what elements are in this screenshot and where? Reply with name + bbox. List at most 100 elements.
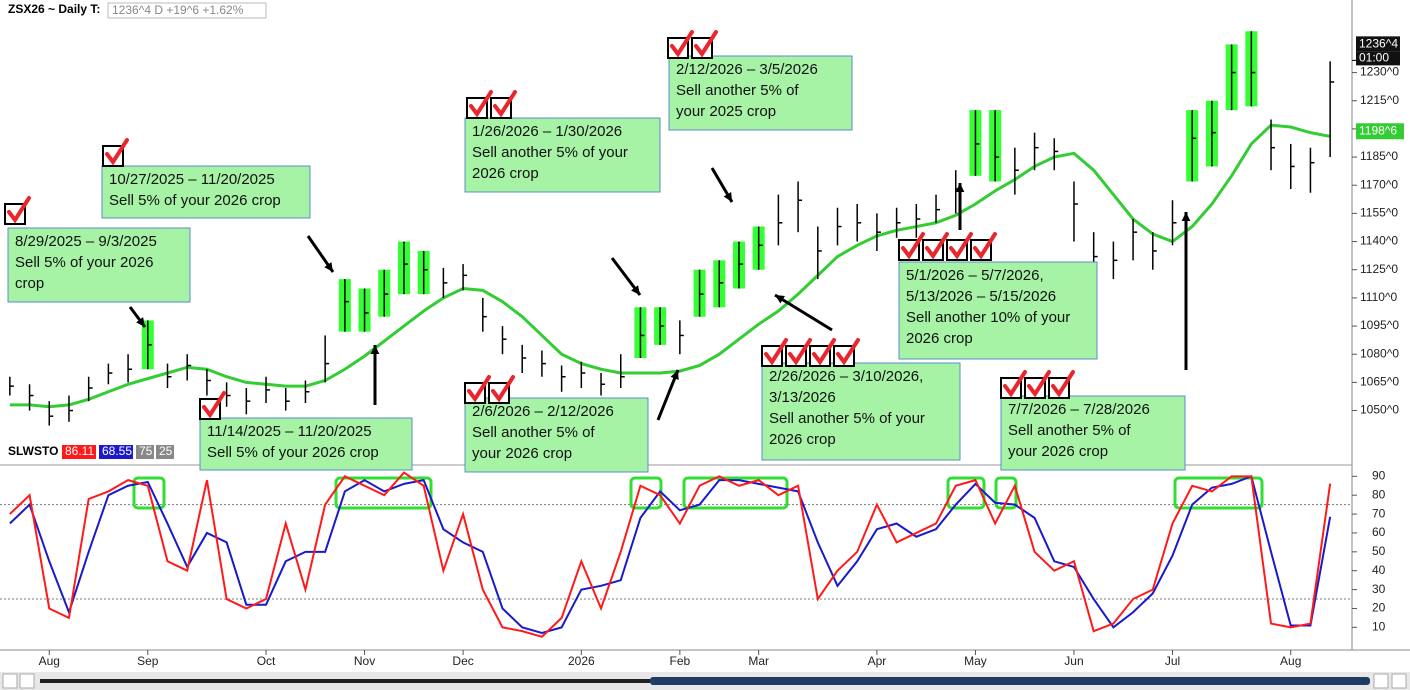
y-tick-label: 30 bbox=[1372, 582, 1386, 596]
highlight-frame bbox=[1173, 476, 1264, 510]
x-tick-label: Nov bbox=[354, 654, 375, 668]
annotation-text: 7/7/2026 – 7/28/2026 bbox=[1008, 401, 1150, 418]
x-tick-label: Mar bbox=[748, 654, 769, 668]
annotation-text: Sell 5% of your 2026 bbox=[15, 254, 153, 271]
annotation-box bbox=[898, 261, 1098, 360]
checkmark bbox=[491, 375, 515, 403]
x-tick-label: Aug bbox=[39, 654, 60, 668]
checkmark bbox=[788, 338, 812, 366]
scroll-right[interactable] bbox=[1373, 673, 1389, 689]
x-tick-label: Apr bbox=[868, 654, 887, 668]
annotation-text: 2026 crop bbox=[472, 165, 539, 182]
y-tick-label: 1095^0 bbox=[1360, 318, 1399, 332]
scroll-right-end[interactable] bbox=[1391, 673, 1407, 689]
checkmark bbox=[1027, 370, 1051, 398]
annotation-text: 10/27/2025 – 11/20/2025 bbox=[109, 171, 275, 188]
annotation-text: 5/13/2026 – 5/15/2026 bbox=[906, 288, 1056, 305]
last-price-box bbox=[1356, 36, 1400, 52]
quote-box bbox=[107, 2, 267, 19]
x-tick-label: Aug bbox=[1280, 654, 1301, 668]
annotation-text: Sell another 10% of your bbox=[906, 309, 1070, 326]
annotation-text: Sell another 5% of your bbox=[769, 410, 925, 427]
checkmark bbox=[836, 338, 860, 366]
last-time: 01:00 bbox=[1359, 51, 1389, 65]
checkmark bbox=[469, 90, 493, 118]
scroll-thumb[interactable] bbox=[650, 677, 1370, 685]
y-tick-label: 10 bbox=[1372, 620, 1386, 634]
arrow-head bbox=[1181, 212, 1191, 222]
checkmark bbox=[764, 338, 788, 366]
checkmark bbox=[493, 90, 517, 118]
last-time-box bbox=[1356, 51, 1400, 66]
checkmark bbox=[105, 138, 129, 166]
ma-price: 1198^6 bbox=[1359, 123, 1397, 137]
annotation-box bbox=[199, 417, 413, 471]
y-tick-label: 40 bbox=[1372, 563, 1386, 577]
scroll-left-end[interactable] bbox=[2, 673, 18, 689]
annotation-box bbox=[7, 227, 191, 303]
annotation-text: Sell another 5% of bbox=[472, 424, 595, 441]
arrow-head bbox=[370, 345, 380, 355]
y-tick-label: 1050^0 bbox=[1360, 403, 1399, 417]
value-badge bbox=[99, 445, 133, 459]
indicator-name: SLWSTO bbox=[8, 444, 58, 458]
annotation-text: 2026 crop bbox=[906, 330, 973, 347]
x-tick-label: Oct bbox=[257, 654, 276, 668]
scroll-left[interactable] bbox=[19, 673, 35, 689]
stochastic-line bbox=[9, 471, 1332, 638]
arrow bbox=[774, 293, 833, 332]
annotation-text: 5/1/2026 – 5/7/2026, bbox=[906, 267, 1044, 284]
annotation-box bbox=[101, 165, 311, 219]
x-tick-label: Dec bbox=[452, 654, 473, 668]
highlight-frame bbox=[132, 476, 166, 510]
x-tick-label: Jul bbox=[1165, 654, 1180, 668]
annotation-box bbox=[464, 397, 649, 473]
y-tick-label: 1080^0 bbox=[1360, 346, 1399, 360]
annotation-text: Sell 5% of your 2026 crop bbox=[109, 192, 281, 209]
value-badge bbox=[62, 445, 96, 459]
arrow-head bbox=[136, 317, 145, 327]
stochastic-line bbox=[9, 474, 1332, 635]
y-tick-label: 1065^0 bbox=[1360, 375, 1399, 389]
level-badge-text: 25 bbox=[159, 444, 173, 458]
highlight-frame bbox=[682, 476, 789, 510]
annotation-text: your 2026 crop bbox=[472, 445, 572, 462]
annotation-text: Sell 5% of your 2026 crop bbox=[207, 444, 379, 461]
y-tick-label: 80 bbox=[1372, 487, 1386, 501]
arrow-head bbox=[670, 370, 679, 380]
arrow-head bbox=[631, 285, 640, 295]
y-tick-label: 1170^0 bbox=[1360, 177, 1398, 191]
annotation-text: your 2025 crop bbox=[676, 103, 776, 120]
y-tick-label: 50 bbox=[1372, 544, 1386, 558]
annotation-box bbox=[761, 362, 961, 461]
level-badge-text: 75 bbox=[139, 444, 153, 458]
checkmark bbox=[670, 30, 694, 58]
arrow-head bbox=[723, 192, 732, 202]
y-tick-label: 20 bbox=[1372, 601, 1386, 615]
y-tick-label: 1155^0 bbox=[1360, 206, 1398, 220]
checkmark bbox=[901, 232, 925, 260]
x-tick-label: Sep bbox=[137, 654, 159, 668]
annotation-text: 1/26/2026 – 1/30/2026 bbox=[472, 123, 622, 140]
y-tick-label: 1230^0 bbox=[1360, 65, 1399, 79]
annotation-text: 3/13/2026 bbox=[769, 389, 836, 406]
checkmark bbox=[202, 391, 226, 419]
arrow-head bbox=[324, 262, 333, 272]
quote: 1236^4 D +19^6 +1.62% bbox=[112, 3, 244, 17]
annotation-text: crop bbox=[15, 275, 44, 292]
level-badge bbox=[156, 445, 174, 459]
value-badge-text: 68.55 bbox=[102, 444, 132, 458]
annotation-text: your 2026 crop bbox=[1008, 443, 1108, 460]
annotation-text: Sell another 5% of bbox=[1008, 422, 1131, 439]
symbol: ZSX26 ~ Daily T: bbox=[8, 2, 100, 16]
moving-average bbox=[9, 123, 1331, 409]
annotation-text: 2026 crop bbox=[769, 431, 836, 448]
annotation-text: 2/6/2026 – 2/12/2026 bbox=[472, 403, 614, 420]
last-price: 1236^4 bbox=[1359, 37, 1398, 51]
level-badge bbox=[136, 445, 154, 459]
annotation-text: Sell another 5% of your bbox=[472, 144, 628, 161]
x-tick-label: Jun bbox=[1064, 654, 1083, 668]
annotation-text: 2/12/2026 – 3/5/2026 bbox=[676, 61, 818, 78]
annotation-box bbox=[1000, 395, 1186, 471]
